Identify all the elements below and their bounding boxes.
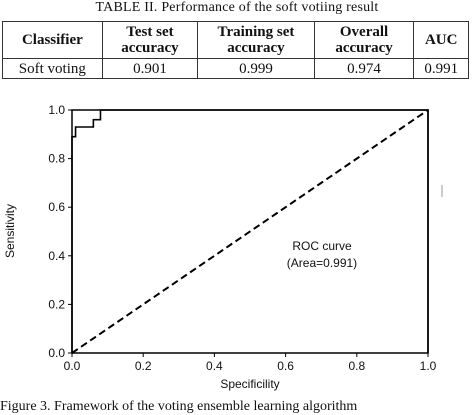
header-test-accuracy: Test set accuracy [101, 21, 199, 59]
figure-caption: Figure 3. Framework of the voting ensemb… [0, 399, 358, 414]
header-training-accuracy: Training set accuracy [197, 21, 315, 59]
y-axis-label: Sensitivity [3, 204, 17, 258]
cell-classifier: Soft voting [2, 58, 103, 79]
series-layer [71, 109, 429, 354]
table-caption: TABLE II. Performance of the soft votiin… [95, 0, 379, 15]
y-tick-label: 0.0 [48, 346, 65, 360]
x-axis: 0.0 0.2 0.4 0.6 0.8 1.0 [64, 353, 437, 373]
x-tick-label: 0.0 [64, 359, 81, 373]
cell-training-accuracy: 0.999 [197, 58, 315, 79]
y-tick-label: 0.4 [48, 249, 65, 263]
table-row: Soft voting 0.901 0.999 0.974 0.991 [2, 58, 469, 79]
table-header-row: Classifier Test set accuracy Training se… [2, 21, 469, 59]
roc-curve-line [71, 109, 429, 353]
header-overall-accuracy: Overall accuracy [313, 21, 415, 59]
annotation-roc-curve: ROC curve [292, 239, 352, 253]
performance-table: Classifier Test set accuracy Training se… [2, 21, 469, 79]
roc-chart: 0.0 0.2 0.4 0.6 0.8 1.0 0.0 0.2 0.4 0.6 0.8 1.0 RO… [3, 103, 443, 391]
y-tick-label: 0.6 [48, 200, 65, 214]
cell-test-accuracy: 0.901 [101, 58, 199, 79]
y-tick-label: 0.2 [48, 297, 65, 311]
x-tick-label: 0.6 [277, 359, 294, 373]
y-axis: 0.0 0.2 0.4 0.6 0.8 1.0 [48, 103, 72, 360]
header-classifier: Classifier [2, 21, 103, 59]
cell-overall-accuracy: 0.974 [313, 58, 415, 79]
header-auc: AUC [413, 21, 469, 59]
y-tick-label: 0.8 [48, 152, 65, 166]
x-tick-label: 0.8 [348, 359, 365, 373]
x-tick-label: 1.0 [420, 359, 437, 373]
diagonal-reference-line [71, 109, 429, 354]
cell-auc: 0.991 [413, 58, 469, 79]
x-axis-label: Specificility [220, 377, 279, 391]
x-tick-label: 0.4 [206, 359, 223, 373]
y-tick-label: 1.0 [48, 103, 65, 117]
x-tick-label: 0.2 [135, 359, 152, 373]
annotation-area: (Area=0.991) [287, 256, 357, 270]
